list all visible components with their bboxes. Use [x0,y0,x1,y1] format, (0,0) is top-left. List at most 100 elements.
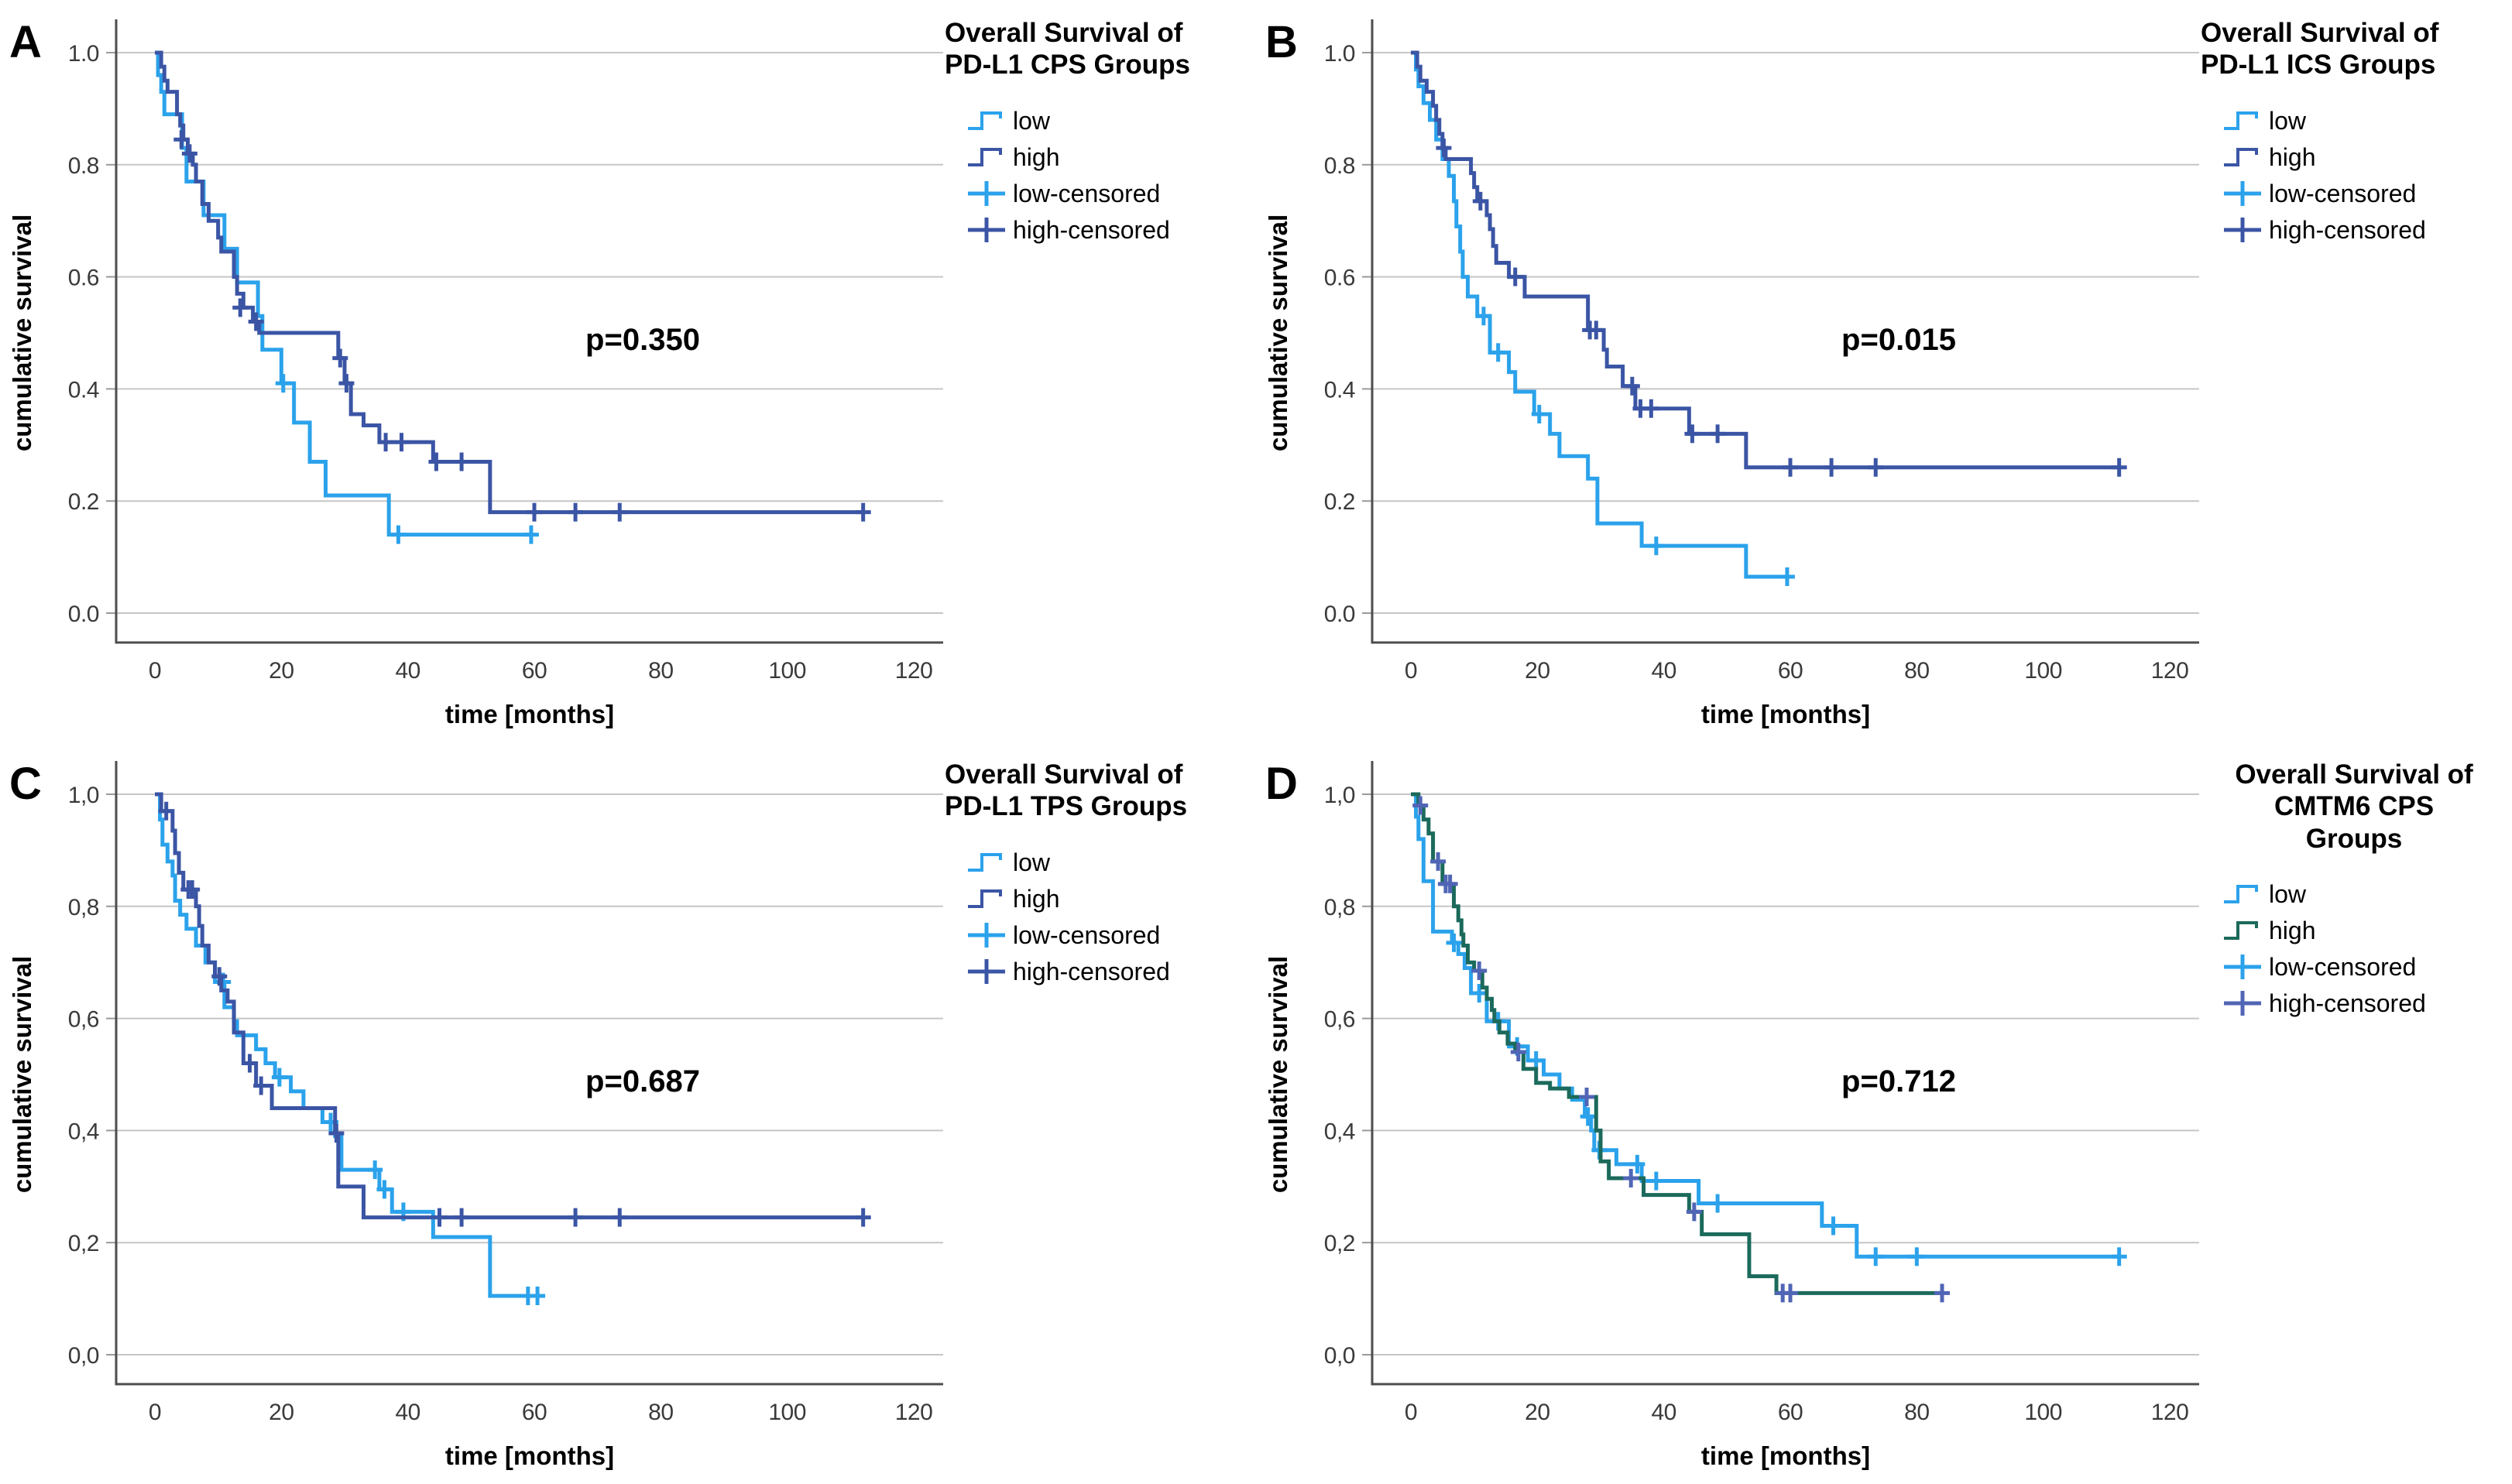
svg-text:20: 20 [1525,1400,1549,1425]
chart-title: Overall Survival of PD-L1 TPS Groups [945,759,1251,823]
survival-curve-high [1411,792,1942,1295]
svg-text:0,4: 0,4 [1324,1119,1355,1144]
panel-a: 1.0 0.8 0.6 0.4 0.2 0.0 0 20 40 60 80 100 120 A p=0.… [0,0,1256,742]
y-axis-title: cumulative survival [1264,956,1292,1193]
censored-plus-icon [2224,954,2261,980]
legend-label: low [1013,106,1051,135]
step-line-icon [968,889,1002,909]
panel-letter: A [9,17,42,67]
svg-text:0.6: 0.6 [1324,266,1355,291]
legend-label: low-censored [1013,920,1161,949]
svg-text:40: 40 [395,1400,420,1425]
km-chart-pdl1-cps: 1.0 0.8 0.6 0.4 0.2 0.0 0 20 40 60 80 100 120 A p=0.… [8,17,943,728]
chart-title-line: Overall Survival of [2235,759,2473,790]
svg-text:0: 0 [1405,1400,1417,1425]
svg-text:1,0: 1,0 [1324,783,1355,808]
svg-text:0.4: 0.4 [68,377,99,403]
y-axis-title: cumulative survival [8,214,36,451]
censored-plus-icon [2224,218,2261,243]
legend-label: low-censored [1013,179,1161,207]
panel-d-side: Overall Survival of CMTM6 CPS Groups low hi… [2201,742,2507,1484]
legend-item-high: high [2222,139,2507,176]
chart-title-line: Overall Survival of [2201,18,2439,48]
survival-curve-high [155,50,863,515]
legend-label: high [2269,916,2316,944]
plot-area: 1.0 0.8 0.6 0.4 0.2 0.0 0 20 40 60 80 100 120 [68,19,943,684]
svg-text:20: 20 [1525,658,1549,684]
legend-label: low [1013,848,1051,876]
legend-item-high-censored: high-censored [966,212,1251,248]
plot-area: 1,0 0,8 0,6 0,4 0,2 0,0 0 20 40 60 80 100 120 [1324,761,2199,1425]
svg-text:0: 0 [1405,658,1417,684]
svg-text:1,0: 1,0 [68,783,99,808]
svg-text:60: 60 [522,1400,547,1425]
chart-title: Overall Survival of PD-L1 ICS Groups [2201,17,2507,81]
svg-text:40: 40 [395,658,420,684]
svg-text:0.4: 0.4 [1324,377,1355,403]
panel-b-side: Overall Survival of PD-L1 ICS Groups low h… [2201,0,2507,742]
legend-label: high [2269,142,2316,171]
svg-text:40: 40 [1651,658,1676,684]
legend-item-high: high [2222,913,2507,949]
survival-curve-low [1411,792,2119,1259]
survival-curve-high [155,792,863,1220]
censored-plus-icon [968,218,1005,243]
svg-text:0,4: 0,4 [68,1119,99,1144]
svg-text:0.8: 0.8 [68,153,99,179]
svg-text:0: 0 [149,658,161,684]
legend: low high low-censored high-censored [2222,103,2507,248]
p-value-label: p=0.712 [1841,1064,1956,1098]
svg-text:20: 20 [269,658,293,684]
chart-title-line: Groups [2305,823,2403,854]
step-line-icon [968,148,1002,167]
survival-curve-high [1411,50,2119,470]
svg-text:0,8: 0,8 [1324,895,1355,920]
step-line-icon [2224,148,2258,167]
panel-letter: B [1265,17,1298,67]
svg-text:60: 60 [1778,658,1803,684]
chart-title-line: PD-L1 CPS Groups [945,50,1190,81]
censored-plus-icon [968,181,1005,207]
step-line-icon [2224,885,2258,904]
legend-item-low: low [2222,103,2507,139]
km-chart-cmtm6-cps: 1,0 0,8 0,6 0,4 0,2 0,0 0 20 40 60 80 100 120 D p=0.… [1264,759,2199,1470]
legend-item-low-censored: low-censored [966,917,1251,954]
x-axis-title: time [months] [1701,700,1870,728]
svg-text:100: 100 [768,1400,806,1425]
svg-text:80: 80 [1904,658,1929,684]
svg-text:120: 120 [2151,658,2189,684]
chart-title-line: CMTM6 CPS [2273,791,2435,822]
p-value-label: p=0.687 [585,1064,700,1098]
svg-text:0,2: 0,2 [68,1231,99,1256]
chart-title-line: Overall Survival of [945,759,1183,790]
x-axis-title: time [months] [445,1441,614,1470]
survival-curve-low [155,792,538,1298]
step-line-icon [968,111,1002,131]
svg-text:80: 80 [1904,1400,1929,1425]
km-chart-pdl1-tps: 1,0 0,8 0,6 0,4 0,2 0,0 0 20 40 60 80 100 120 C p=0.… [8,759,943,1470]
chart-title-line: PD-L1 TPS Groups [945,791,1188,822]
legend-item-high: high [966,881,1251,917]
censored-plus-icon [2224,181,2261,207]
panel-letter: C [9,759,42,809]
legend-item-low-censored: low-censored [966,176,1251,212]
legend-label: low [2269,106,2307,135]
step-line-icon [2224,921,2258,941]
legend-label: low-censored [2269,179,2417,207]
p-value-label: p=0.015 [1841,323,1956,357]
svg-text:0,2: 0,2 [1324,1231,1355,1256]
panel-d: 1,0 0,8 0,6 0,4 0,2 0,0 0 20 40 60 80 100 120 D p=0.… [1256,742,2512,1484]
p-value-label: p=0.350 [585,323,700,357]
survival-curve-low [155,50,531,537]
svg-text:100: 100 [2024,658,2062,684]
censored-plus-icon [968,959,1005,985]
svg-text:100: 100 [768,658,806,684]
x-axis-title: time [months] [1701,1441,1870,1470]
legend-label: low-censored [2269,952,2417,981]
censored-plus-icon [2224,991,2261,1016]
legend-item-low: low [966,845,1251,881]
svg-text:40: 40 [1651,1400,1676,1425]
svg-text:120: 120 [895,658,933,684]
svg-text:0.2: 0.2 [68,489,99,515]
